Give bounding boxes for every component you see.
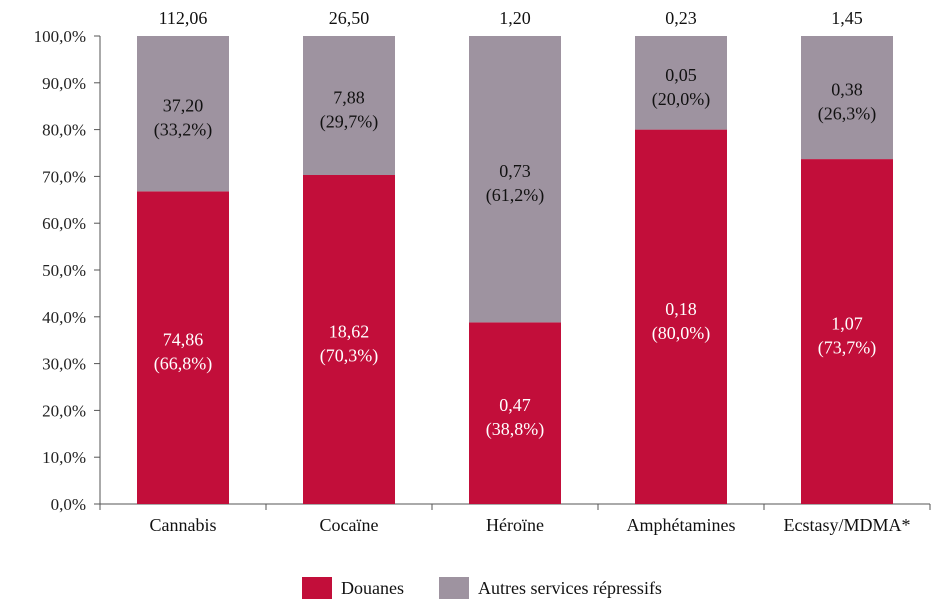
category-label: Héroïne	[486, 515, 544, 535]
y-tick-label: 50,0%	[42, 261, 86, 280]
segment-percent-label: (33,2%)	[154, 120, 212, 141]
bar-segment-autres	[801, 36, 893, 160]
bar-total-label: 1,45	[831, 8, 863, 28]
segment-percent-label: (38,8%)	[486, 419, 544, 440]
segment-percent-label: (61,2%)	[486, 185, 544, 206]
y-tick-label: 20,0%	[42, 401, 86, 420]
segment-percent-label: (73,7%)	[818, 338, 876, 359]
bar-total-label: 26,50	[329, 8, 370, 28]
segment-value-label: 0,38	[831, 80, 863, 100]
segment-value-label: 0,47	[499, 395, 531, 415]
y-tick-label: 10,0%	[42, 448, 86, 467]
segment-value-label: 1,07	[831, 314, 863, 334]
y-tick-label: 0,0%	[51, 495, 86, 514]
bar-segment-autres	[137, 36, 229, 192]
bar-segment-douanes	[469, 322, 561, 504]
bar-segment-autres	[303, 36, 395, 175]
segment-percent-label: (70,3%)	[320, 345, 378, 366]
legend-swatch	[439, 577, 469, 599]
bar-total-label: 112,06	[159, 8, 208, 28]
labels: 74,86 (66,8%) 37,20 (33,2%) 112,06 Cannabis 18…	[150, 8, 911, 535]
bar-segment-douanes	[137, 191, 229, 504]
y-tick-label: 100,0%	[34, 27, 86, 46]
legend: Douanes Autres services répressifs	[302, 577, 662, 599]
legend-label: Autres services répressifs	[478, 578, 662, 598]
category-label: Cocaïne	[320, 515, 379, 535]
y-tick-label: 90,0%	[42, 74, 86, 93]
bar-total-label: 0,23	[665, 8, 697, 28]
bar-segment-douanes	[801, 159, 893, 505]
bars	[137, 36, 893, 505]
legend-swatch	[302, 577, 332, 599]
segment-percent-label: (80,0%)	[652, 323, 710, 344]
bar-segment-douanes	[303, 174, 395, 504]
category-label: Ecstasy/MDMA*	[784, 515, 911, 535]
y-tick-label: 80,0%	[42, 121, 86, 140]
axes: 0,0% 10,0% 20,0% 30,0% 40,0% 50,0% 60,0% 70,0% 8…	[34, 27, 931, 514]
y-tick-label: 40,0%	[42, 308, 86, 327]
segment-percent-label: (29,7%)	[320, 111, 378, 132]
segment-value-label: 37,20	[163, 96, 204, 116]
bar-segment-autres	[635, 36, 727, 130]
segment-value-label: 18,62	[329, 321, 370, 341]
segment-value-label: 74,86	[163, 330, 204, 350]
segment-percent-label: (66,8%)	[154, 354, 212, 375]
bar-segment-douanes	[635, 129, 727, 504]
segment-value-label: 0,05	[665, 65, 697, 85]
segment-percent-label: (20,0%)	[652, 89, 710, 110]
segment-value-label: 0,73	[499, 161, 531, 181]
y-tick-label: 70,0%	[42, 167, 86, 186]
bar-segment-autres	[469, 36, 561, 323]
category-label: Amphétamines	[627, 515, 736, 535]
category-label: Cannabis	[150, 515, 217, 535]
segment-value-label: 7,88	[333, 87, 365, 107]
legend-label: Douanes	[341, 578, 404, 598]
y-tick-label: 30,0%	[42, 355, 86, 374]
segment-percent-label: (26,3%)	[818, 104, 876, 125]
segment-value-label: 0,18	[665, 299, 697, 319]
bar-total-label: 1,20	[499, 8, 531, 28]
y-tick-label: 60,0%	[42, 214, 86, 233]
